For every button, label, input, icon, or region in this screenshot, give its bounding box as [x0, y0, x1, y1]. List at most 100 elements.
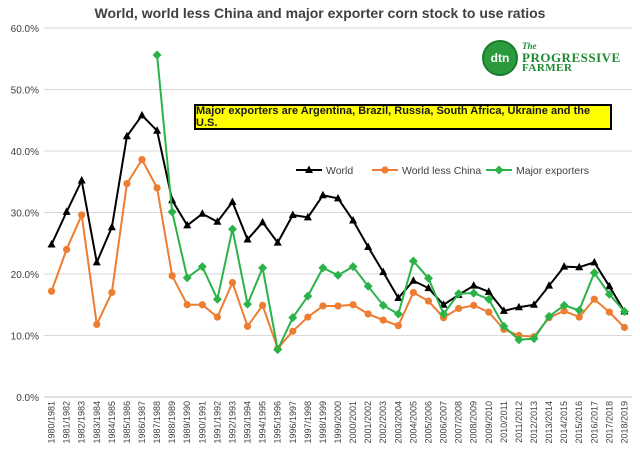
x-tick-label: 1989/1990: [182, 401, 192, 444]
data-point-world-less-china: [560, 307, 568, 315]
data-point-major-exporters: [243, 299, 253, 309]
x-tick-label: 2014/2015: [559, 401, 569, 444]
data-point-world: [394, 293, 403, 301]
data-point-world: [77, 176, 86, 184]
data-point-world-less-china: [259, 301, 267, 309]
data-point-world: [243, 235, 252, 243]
logo-badge: dtn: [482, 40, 518, 76]
data-point-world-less-china: [183, 301, 191, 309]
data-point-major-exporters: [393, 309, 403, 319]
data-point-major-exporters: [258, 263, 268, 273]
data-point-major-exporters: [574, 305, 584, 315]
legend-label-world: World: [326, 165, 353, 177]
data-point-major-exporters: [454, 289, 464, 299]
data-point-major-exporters: [197, 262, 207, 272]
x-tick-label: 2004/2005: [408, 401, 418, 444]
x-tick-label: 2011/2012: [514, 401, 524, 443]
x-tick-label: 2007/2008: [454, 401, 464, 444]
data-point-world: [107, 222, 116, 231]
data-point-world-less-china: [243, 322, 252, 330]
data-point-major-exporters: [559, 300, 569, 310]
data-point-world: [499, 306, 508, 314]
x-tick-label: 1993/1994: [243, 401, 253, 444]
data-point-world-less-china: [424, 297, 433, 305]
data-point-world-less-china: [349, 301, 357, 309]
data-point-world-less-china: [364, 310, 372, 318]
x-tick-label: 1987/1988: [152, 401, 162, 444]
data-point-world: [409, 276, 418, 284]
series-line-major-exporters: [156, 54, 626, 351]
x-tick-label: 1983/1984: [92, 401, 102, 444]
y-tick-label: 20.0%: [11, 270, 39, 281]
data-point-world: [484, 287, 493, 295]
x-tick-label: 2012/2013: [529, 401, 539, 444]
data-point-world-less-china: [409, 288, 417, 297]
data-point-world-less-china: [334, 302, 342, 310]
data-point-major-exporters: [619, 307, 629, 317]
data-point-world: [530, 300, 538, 308]
data-point-major-exporters: [303, 291, 313, 301]
x-tick-label: 1996/1997: [288, 401, 298, 444]
data-point-world: [379, 267, 388, 276]
data-point-world: [334, 193, 342, 202]
x-tick-label: 1986/1987: [137, 401, 147, 444]
data-point-major-exporters: [439, 309, 449, 319]
data-point-world: [183, 220, 192, 229]
data-point-world-less-china: [228, 279, 237, 287]
data-point-major-exporters: [288, 313, 298, 323]
data-point-world: [198, 209, 207, 217]
data-point-world: [545, 281, 554, 289]
x-tick-label: 2015/2016: [574, 401, 584, 444]
data-point-world: [273, 238, 282, 246]
data-point-world-less-china: [138, 156, 146, 164]
chart-title: World, world less China and major export…: [94, 5, 546, 21]
data-point-major-exporters: [348, 262, 358, 272]
x-tick-label: 1982/1983: [77, 401, 87, 444]
chart-annotation: Major exporters are Argentina, Brazil, R…: [194, 104, 612, 130]
x-tick-label: 1992/1993: [227, 401, 237, 444]
data-point-world: [560, 262, 569, 270]
data-point-world-less-china: [289, 327, 297, 335]
data-point-major-exporters: [333, 270, 343, 280]
data-point-world-less-china: [213, 313, 221, 321]
data-point-world-less-china: [470, 301, 478, 309]
x-tick-label: 2013/2014: [544, 401, 554, 444]
data-point-major-exporters: [152, 50, 162, 60]
legend-label-world-less-china: World less China: [402, 165, 481, 177]
x-tick-label: 1995/1996: [273, 401, 283, 444]
data-point-world-less-china: [63, 245, 71, 253]
data-point-world-less-china: [47, 287, 56, 295]
data-point-major-exporters: [469, 288, 479, 298]
x-tick-label: 1990/1991: [197, 401, 207, 444]
data-point-world: [605, 281, 614, 290]
data-point-world-less-china: [153, 184, 161, 192]
data-point-world: [349, 215, 358, 224]
series-line-world-less-china: [50, 158, 626, 350]
data-point-major-exporters: [589, 268, 599, 278]
data-point-world: [153, 126, 162, 134]
x-tick-label: 1999/2000: [333, 401, 343, 444]
data-point-world-less-china: [304, 313, 312, 321]
data-point-world-less-china: [605, 308, 613, 316]
y-tick-label: 50.0%: [11, 86, 39, 97]
logo-wordmark: The PROGRESSIVE FARMER: [522, 41, 620, 74]
y-tick-label: 30.0%: [11, 209, 39, 220]
data-point-world-less-china: [455, 304, 463, 313]
data-point-world: [288, 210, 297, 218]
legend-marker-world: [305, 165, 313, 173]
data-point-major-exporters: [408, 256, 418, 266]
data-point-world-less-china: [198, 301, 206, 309]
x-tick-label: 2001/2002: [363, 401, 373, 444]
data-point-world: [47, 239, 56, 248]
x-tick-label: 1984/1985: [107, 401, 117, 444]
data-point-world: [92, 257, 101, 266]
y-tick-label: 40.0%: [11, 147, 39, 158]
data-point-world: [364, 242, 373, 250]
data-point-world: [469, 281, 478, 289]
data-point-world: [514, 302, 523, 311]
legend-marker-major-exporters: [494, 165, 504, 175]
series-line-world: [50, 114, 626, 313]
data-point-world-less-china: [168, 272, 176, 280]
data-point-world-less-china: [485, 308, 493, 316]
x-tick-label: 1998/1999: [318, 401, 328, 444]
